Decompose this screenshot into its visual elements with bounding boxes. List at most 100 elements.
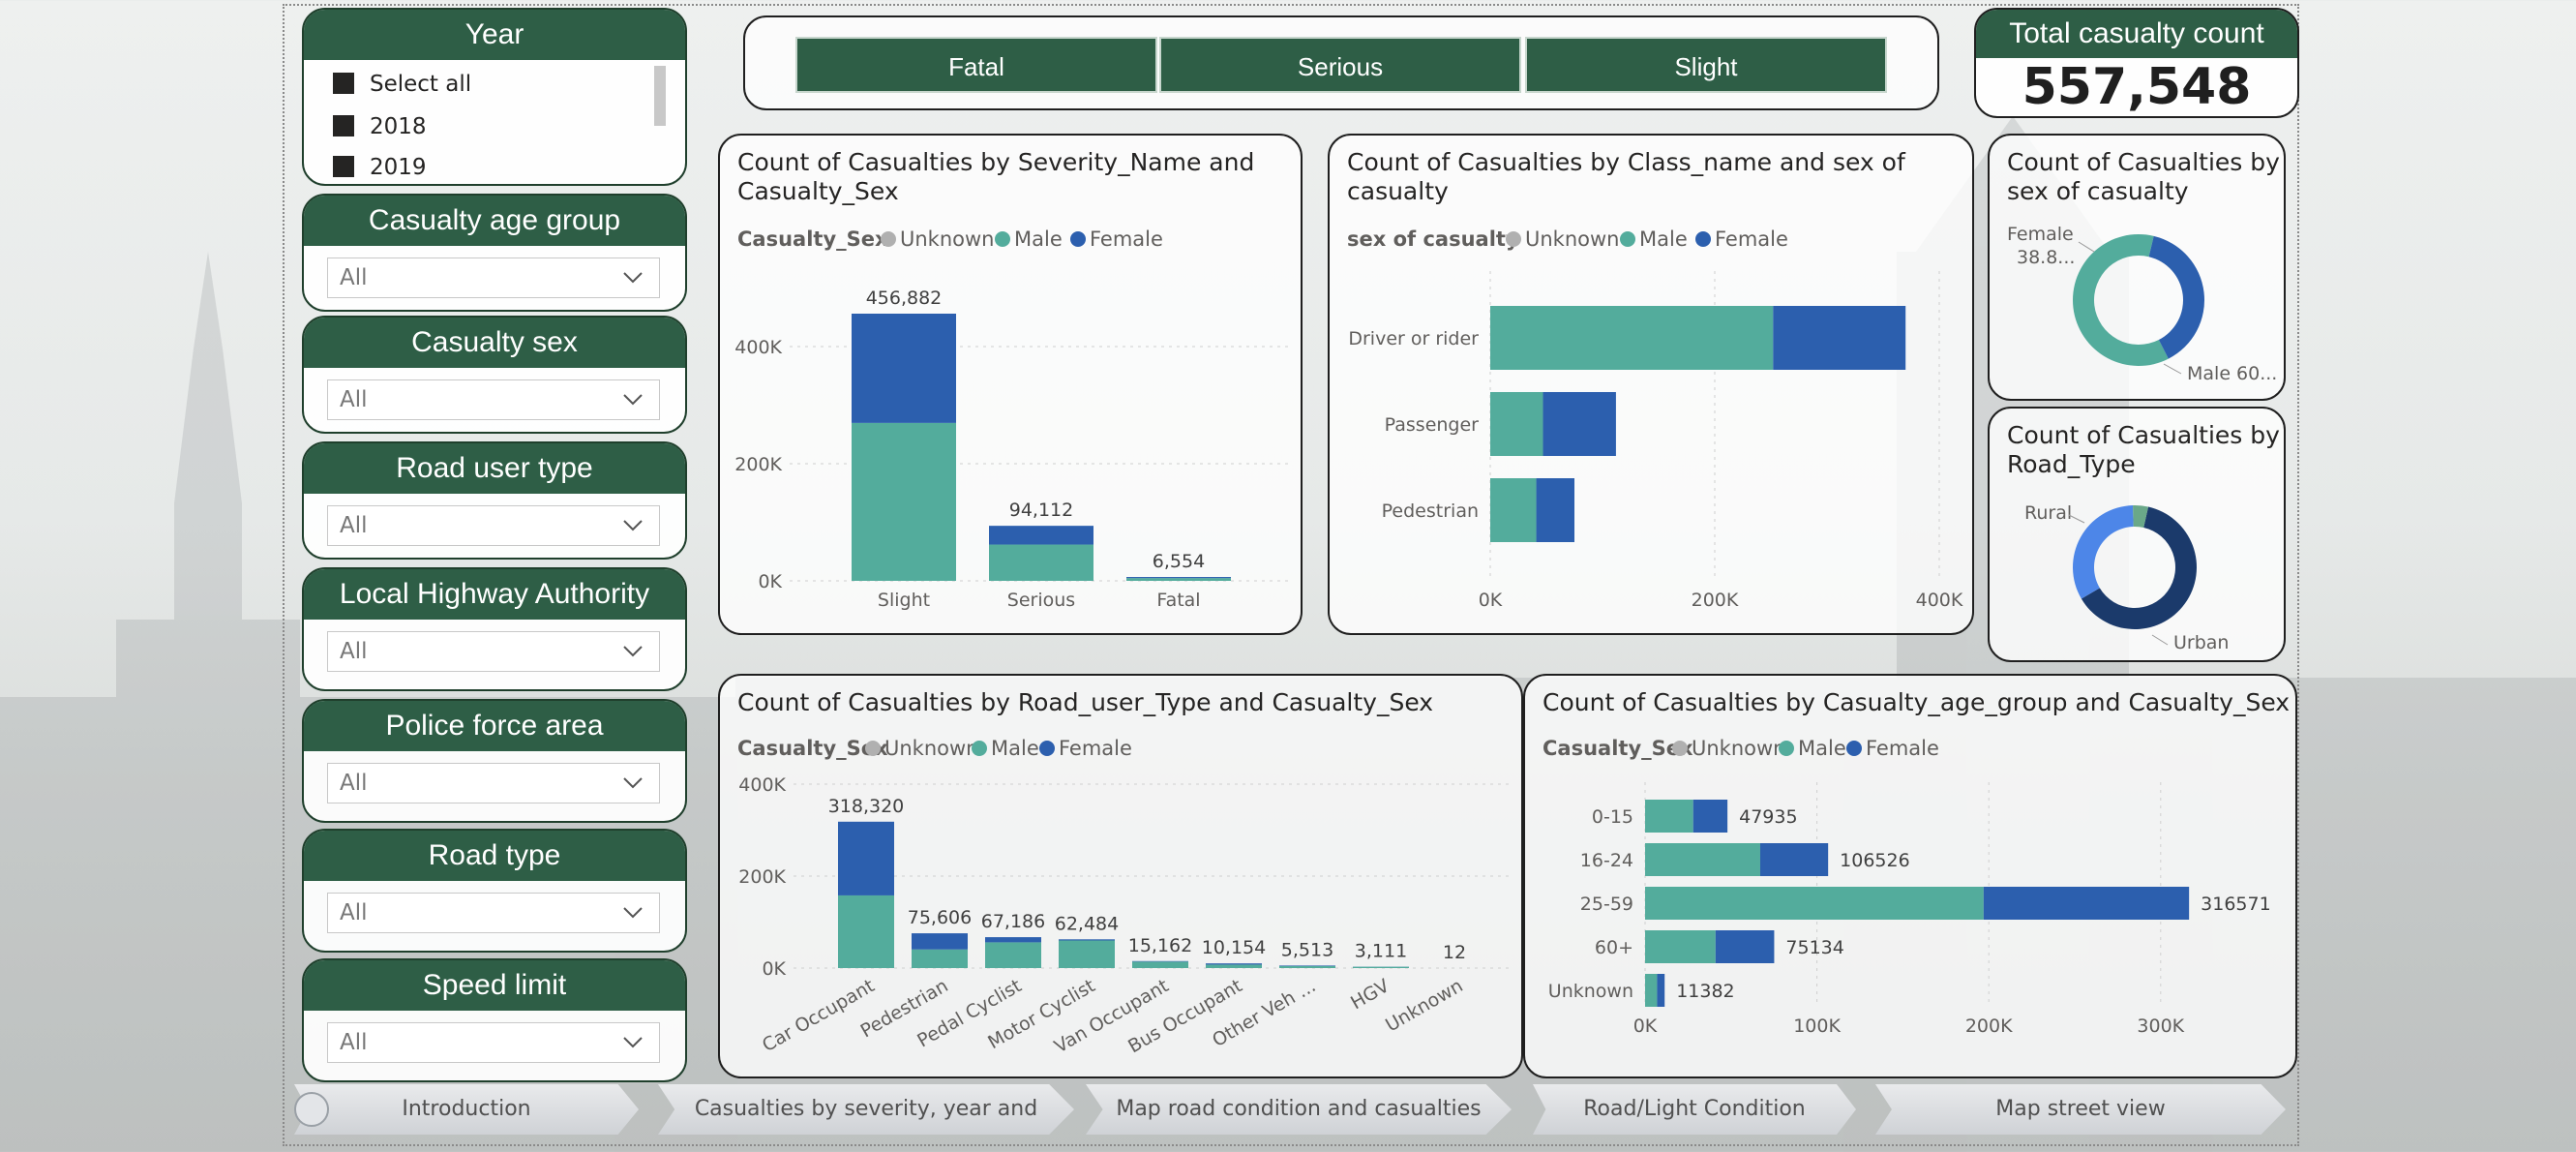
bar-male[interactable] [1490, 478, 1537, 542]
urban-slice-label: Urban [2173, 632, 2229, 653]
bar-male[interactable] [1353, 966, 1409, 968]
roadtype-donut-card: Count of Casualties by Road_Type Rural Ur… [1988, 407, 2286, 662]
legend-title: Casualty_Sex [737, 227, 888, 251]
bar-female[interactable] [1657, 974, 1665, 1007]
bar-female[interactable] [1692, 800, 1728, 833]
nav-map-road-condition[interactable]: Map road condition and casualties [1086, 1084, 1512, 1135]
chart-title-line-1: Count of Casualties by [2007, 148, 2280, 176]
female-slice-label: Female [2007, 224, 2074, 245]
legend: sex of casualty Unknown Male Female [1347, 227, 1788, 251]
bar-female[interactable] [1059, 939, 1115, 941]
bar-female[interactable] [838, 821, 894, 895]
nav-casualties-severity[interactable]: Casualties by severity, year and month [658, 1084, 1074, 1135]
speed-limit-slicer: Speed limit All [302, 958, 687, 1082]
checkbox-icon[interactable] [333, 115, 354, 136]
total-casualty-value: 557,548 [2022, 58, 2252, 116]
bar-female[interactable] [1543, 392, 1616, 456]
nav-introduction[interactable]: Introduction [294, 1084, 639, 1135]
speed-limit-dropdown[interactable]: All [327, 1022, 660, 1063]
leader-line [2151, 634, 2169, 646]
bar-male[interactable] [1645, 843, 1760, 876]
local-highway-dropdown[interactable]: All [327, 631, 660, 672]
chevron-down-icon [623, 272, 643, 284]
casualty-sex-dropdown[interactable]: All [327, 379, 660, 420]
bar-female[interactable] [1536, 478, 1574, 542]
bar-female[interactable] [985, 937, 1041, 943]
legend-title: Casualty_Sex [1543, 737, 1693, 760]
age-group-dropdown[interactable]: All [327, 258, 660, 298]
x-tick-label: Unknown [1382, 975, 1466, 1036]
bar-male[interactable] [912, 949, 968, 968]
year-option-2019[interactable]: 2019 [333, 155, 427, 180]
year-scrollbar[interactable] [654, 66, 666, 126]
fatal-button[interactable]: Fatal [795, 37, 1157, 93]
bar-male[interactable] [989, 544, 1093, 581]
road-user-type-dropdown[interactable]: All [327, 505, 660, 546]
age-group-slicer: Casualty age group All [302, 194, 687, 312]
age-group-chart-card: Count of Casualties by Casualty_age_grou… [1523, 674, 2297, 1078]
male-slice-label: Male 60... [2187, 363, 2277, 384]
legend-unknown[interactable]: Unknown [1525, 227, 1619, 251]
bar-male[interactable] [1490, 392, 1543, 456]
legend-male[interactable]: Male [991, 737, 1039, 760]
bar-female[interactable] [852, 314, 956, 423]
bar-male[interactable] [1059, 940, 1115, 969]
donut-slice[interactable] [2148, 235, 2204, 359]
bar-female[interactable] [1279, 965, 1335, 966]
bar-male[interactable] [1126, 578, 1231, 581]
year-option-2018[interactable]: 2018 [333, 114, 427, 139]
severity-button-bar: Fatal Serious Slight [743, 15, 1939, 110]
bar-male[interactable] [1279, 965, 1335, 968]
legend-female[interactable]: Female [1090, 227, 1163, 251]
donut-slice[interactable] [2073, 233, 2169, 366]
legend-male[interactable]: Male [1798, 737, 1846, 760]
chevron-down-icon [623, 394, 643, 406]
legend-female[interactable]: Female [1715, 227, 1788, 251]
bar-female[interactable] [1759, 843, 1829, 876]
bar-female[interactable] [1126, 577, 1231, 579]
bar-male[interactable] [1645, 800, 1693, 833]
legend-unknown[interactable]: Unknown [900, 227, 994, 251]
bar-male[interactable] [1132, 961, 1188, 968]
nav-road-light-condition[interactable]: Road/Light Condition [1533, 1084, 1856, 1135]
legend-unknown[interactable]: Unknown [884, 737, 978, 760]
donut-slice[interactable] [2133, 505, 2149, 529]
police-force-dropdown[interactable]: All [327, 763, 660, 803]
serious-button[interactable]: Serious [1159, 37, 1521, 93]
year-option-select-all[interactable]: Select all [333, 72, 471, 97]
bar-female[interactable] [1715, 930, 1775, 963]
nav-map-street-view[interactable]: Map street view [1875, 1084, 2286, 1135]
x-tick-label: 100K [1793, 1016, 1841, 1037]
bar-female[interactable] [912, 933, 968, 950]
back-arrow-icon[interactable] [294, 1092, 329, 1127]
bar-female[interactable] [1132, 960, 1188, 962]
bar-male[interactable] [985, 942, 1041, 968]
data-label: 47935 [1739, 806, 1797, 828]
legend-unknown[interactable]: Unknown [1692, 737, 1785, 760]
checkbox-icon[interactable] [333, 156, 354, 177]
casualty-sex-slicer: Casualty sex All [302, 316, 687, 434]
bar-male[interactable] [1206, 964, 1262, 968]
severity-chart-card: Count of Casualties by Severity_Name and… [718, 134, 1303, 635]
bar-male[interactable] [1645, 887, 1984, 920]
local-highway-slicer: Local Highway Authority All [302, 567, 687, 691]
bar-male[interactable] [1490, 306, 1774, 370]
bar-male[interactable] [1645, 974, 1658, 1007]
legend-male[interactable]: Male [1639, 227, 1688, 251]
bar-female[interactable] [1206, 963, 1262, 965]
bar-female[interactable] [1983, 887, 2190, 920]
slight-button[interactable]: Slight [1525, 37, 1887, 93]
checkbox-icon[interactable] [333, 73, 354, 94]
donut-slice[interactable] [2081, 506, 2197, 629]
legend-male-dot [1620, 231, 1635, 247]
legend-female[interactable]: Female [1059, 737, 1132, 760]
road-type-dropdown[interactable]: All [327, 893, 660, 933]
legend-male[interactable]: Male [1014, 227, 1063, 251]
bar-male[interactable] [852, 422, 956, 581]
bar-female[interactable] [989, 526, 1093, 545]
bar-male[interactable] [838, 894, 894, 968]
donut-slice[interactable] [2073, 505, 2134, 599]
bar-female[interactable] [1773, 306, 1906, 370]
legend-female[interactable]: Female [1866, 737, 1939, 760]
bar-male[interactable] [1645, 930, 1716, 963]
